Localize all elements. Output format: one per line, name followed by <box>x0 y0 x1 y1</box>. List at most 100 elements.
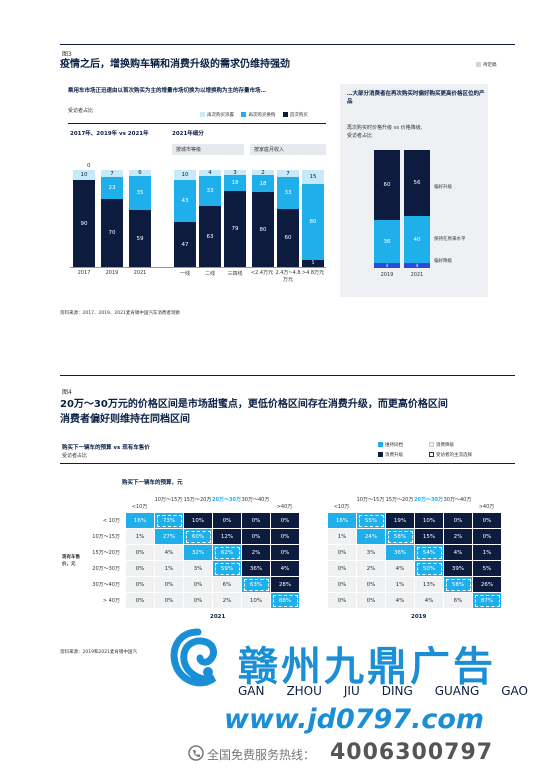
bar-2021-repeat-add: 6 <box>129 170 151 176</box>
bar-2021-first: 59 <box>129 210 151 267</box>
col-header: 15万～20万 <box>183 497 212 503</box>
row-label: > 40万 <box>102 598 120 604</box>
heatmap-cell: 24% <box>356 528 386 545</box>
col-header: >40万 <box>478 504 495 510</box>
fig3-source: 资料来源：2017、2019、2021麦肯锡中国汽车消费者洞察 <box>60 311 180 316</box>
bar-tier2: 4 33 63 <box>199 170 221 267</box>
bar-2019-repeat-replace: 23 <box>101 177 123 199</box>
heatmap-cell: 10% <box>241 592 271 609</box>
heatmap-cell: 58% <box>385 528 415 545</box>
heatmap-cell: 1% <box>385 576 415 593</box>
col-header: >40万 <box>276 504 293 510</box>
figure-4-label: 图4 <box>62 389 72 396</box>
year-2019-label: 2019 <box>411 614 427 620</box>
fig4-subrule <box>60 463 515 464</box>
heatmap-cell: 62% <box>212 544 242 561</box>
heatmap-cell: 1% <box>327 528 357 545</box>
heatmap-cell: 0% <box>125 576 155 593</box>
heatmap-cell: 16% <box>125 512 155 529</box>
bar-2019-repeat-add: 7 <box>101 170 123 177</box>
brand-url[interactable]: www.jd0797.com <box>224 704 485 735</box>
bar-tier3-4: 3 18 79 <box>224 170 246 267</box>
col-header: 30万～40万 <box>443 497 472 503</box>
heatmap-cell: 13% <box>414 576 444 593</box>
row-label: 15万～20万 <box>92 550 120 556</box>
right-x-label: 2021 <box>410 272 424 278</box>
group1-title: 2017年、2019年 vs 2021年 <box>70 131 149 137</box>
col-header: <10万 <box>333 504 350 510</box>
heatmap-cell: 0% <box>327 592 357 609</box>
heatmap-cell: 10% <box>183 512 213 529</box>
x-label: 2019 <box>105 270 119 276</box>
figure-3-title: 疫情之后，增换购车辆和消费升级的需求仍维持强劲 <box>60 59 290 70</box>
heatmap-cell: 60% <box>183 528 213 545</box>
fig3-right-sub1: 再次购买时价格升级 vs 价格降级, <box>347 125 423 131</box>
fig4-subhead: 购买下一辆车的预算 vs 现有车售价 <box>62 445 150 451</box>
col-header: 20万～30万 <box>212 497 241 503</box>
heatmap-cell: 12% <box>212 528 242 545</box>
heatmap-cell: 6% <box>212 576 242 593</box>
heatmap-cell: 55% <box>356 512 386 529</box>
col-header: 15万～20万 <box>385 497 414 503</box>
bar-2021: 6 35 59 <box>129 170 151 267</box>
heatmap-cell: 1% <box>472 544 502 561</box>
heatmap-cell: 0% <box>443 512 473 529</box>
legend-up-icon <box>378 452 383 457</box>
heatmap-cell: 6% <box>443 592 473 609</box>
right-bar-2019: 60 36 4 <box>374 150 400 268</box>
heatmap-cell: 4% <box>154 544 184 561</box>
heatmap-cell: 73% <box>154 512 184 529</box>
legend-mainstream-icon <box>429 452 434 457</box>
legend-cyan-square-icon <box>241 112 247 117</box>
heatmap-cell: 63% <box>241 576 271 593</box>
heatmap-cell: 88% <box>270 592 300 609</box>
heatmap-cell: 0% <box>154 576 184 593</box>
brand-name: 赣州九鼎广告 <box>238 644 496 690</box>
fig4-source: 资料来源：2019和2021麦肯锡中国汽 <box>60 650 137 655</box>
heatmap-cell: 1% <box>154 560 184 577</box>
heatmap-cell: 0% <box>241 512 271 529</box>
right-x-label: 2019 <box>380 272 394 278</box>
legend-same-icon <box>378 442 383 447</box>
heatmap-cell: 5% <box>472 560 502 577</box>
row-label: 10万～15万 <box>92 534 120 540</box>
bar-income-high: 15 80 5 <box>302 170 324 267</box>
heatmap-cell: 36% <box>241 560 271 577</box>
bar-2019: 7 23 70 <box>101 170 123 267</box>
heatmap-cell: 4% <box>385 592 415 609</box>
fig3-legend: 再次购买添置 再次购买换购 首次购买 <box>200 112 330 118</box>
heatmap-cell: 0% <box>270 544 300 561</box>
legend-dark-square-icon <box>282 112 288 117</box>
hotline-number[interactable]: 4006300797 <box>330 740 494 765</box>
heatmap-cell: 54% <box>414 544 444 561</box>
fig3-right-sub2: 受访者占比 <box>347 133 373 139</box>
fig3-baseline <box>70 267 326 268</box>
row-title: 现有车售价，元 <box>62 555 80 567</box>
hotline-label: 全国免费服务热线： <box>207 748 316 762</box>
row-label: 20万～30万 <box>92 566 120 572</box>
heatmap-cell: 0% <box>327 576 357 593</box>
heatmap-cell: 0% <box>472 528 502 545</box>
legend-down-icon <box>429 442 434 447</box>
top-rule <box>60 44 515 45</box>
heatmap-cell: 58% <box>443 576 473 593</box>
bar-2017-repeat-add: 10 <box>73 170 95 180</box>
mid-rule <box>60 375 515 376</box>
bar-2017-first: 90 <box>73 180 95 267</box>
heatmap-cell: 0% <box>241 528 271 545</box>
heatmap-cell: 15% <box>414 528 444 545</box>
bar-income-low: 2 18 80 <box>252 170 274 267</box>
heatmap-cell: 19% <box>385 512 415 529</box>
heatmap-cell: 0% <box>327 544 357 561</box>
draft-square-icon <box>476 62 481 67</box>
x-label: 三四线 <box>227 271 243 277</box>
heatmap-2019: 16% 55% 19% 10% 0% 0% 1% 24% 58% 15% 2% 0% 0% 3% 36% 54… <box>327 512 502 609</box>
fig3-left-heading: 乘用车市场正迅速由以首次购买为主的增量市场切换为以增换购为主的存量市场… <box>68 88 267 94</box>
heatmap-cell: 2% <box>241 544 271 561</box>
row-label: 30万～40万 <box>92 582 120 588</box>
bar-income-mid: 7 33 60 <box>277 170 299 267</box>
heatmap-cell: 0% <box>212 512 242 529</box>
heatmap-cell: 0% <box>183 576 213 593</box>
x-label: 2.4万~4.8万元 <box>275 270 301 283</box>
heatmap-cell: 27% <box>154 528 184 545</box>
